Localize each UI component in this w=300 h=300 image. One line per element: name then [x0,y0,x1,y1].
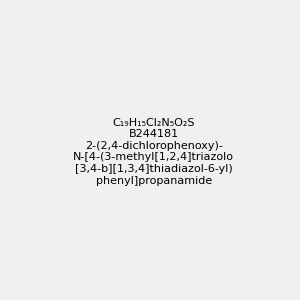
Text: C₁₉H₁₅Cl₂N₅O₂S
B244181
2-(2,4-dichlorophenoxy)-
N-[4-(3-methyl[1,2,4]triazolo
[3: C₁₉H₁₅Cl₂N₅O₂S B244181 2-(2,4-dichloroph… [73,118,234,185]
